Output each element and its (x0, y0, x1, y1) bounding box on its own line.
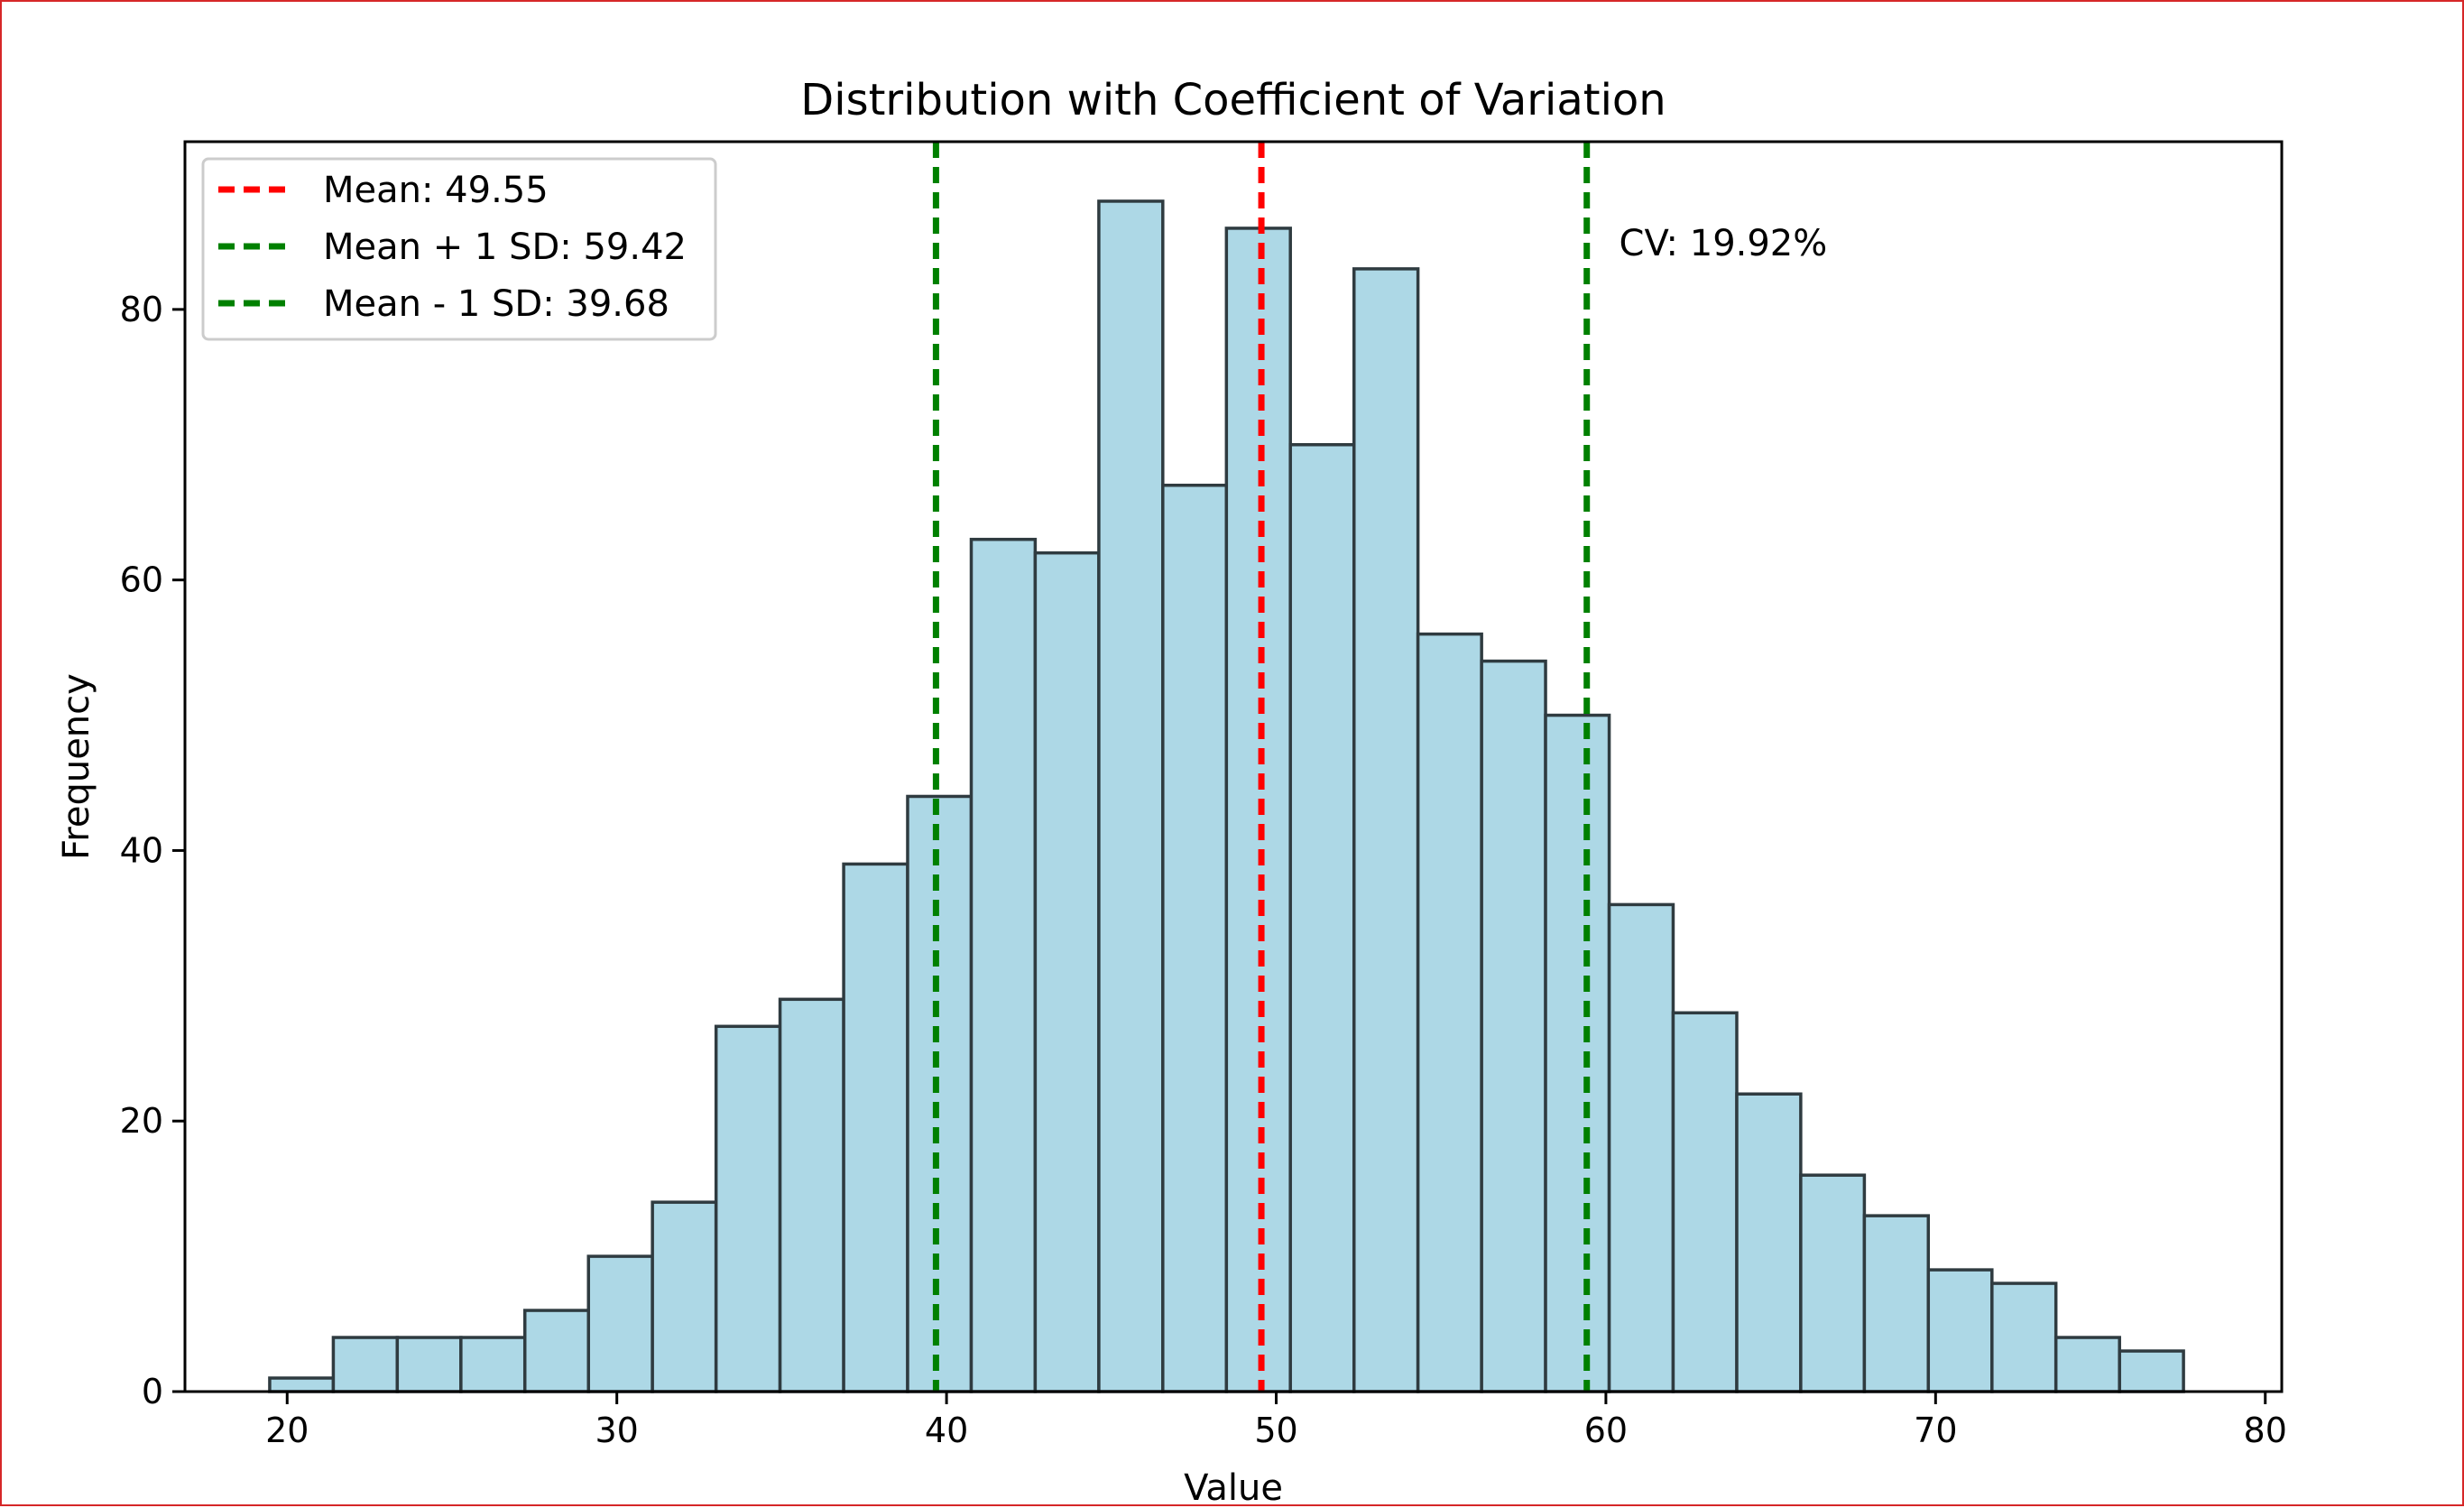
y-tick-label: 0 (142, 1372, 163, 1411)
histogram-bar (522, 1309, 591, 1393)
x-tick-label: 40 (925, 1411, 968, 1450)
histogram-bar (969, 537, 1038, 1393)
x-tick-label: 70 (1914, 1411, 1957, 1450)
y-tick-label: 20 (120, 1101, 163, 1141)
histogram-bar (2118, 1349, 2185, 1393)
histogram-bar (778, 997, 845, 1393)
y-axis-ticks: 0 20 40 60 80 (120, 290, 185, 1411)
x-axis-label: Value (1184, 1467, 1283, 1508)
legend-mean-plus-sd-label: Mean + 1 SD: 59.42 (323, 227, 687, 268)
reference-lines (932, 142, 1591, 1392)
y-axis-label: Frequency (56, 673, 97, 860)
x-tick-label: 60 (1584, 1411, 1628, 1450)
histogram-bar (842, 862, 909, 1393)
histogram-bar (906, 794, 974, 1393)
histogram-bar (395, 1336, 463, 1393)
x-tick-label: 80 (2244, 1411, 2287, 1450)
legend-mean-label: Mean: 49.55 (323, 170, 549, 211)
y-tick-label: 80 (120, 290, 163, 329)
histogram-bar (1161, 483, 1229, 1393)
plot-frame (183, 140, 2284, 1393)
histogram-bar (651, 1200, 718, 1393)
x-tick-label: 30 (595, 1411, 639, 1450)
histogram-bar (268, 1376, 336, 1393)
histogram-bars (268, 199, 2185, 1393)
histogram-bar (1033, 550, 1101, 1393)
histogram-bar (1097, 199, 1165, 1393)
y-tick-label: 60 (120, 560, 163, 600)
histogram-bar (1799, 1173, 1867, 1393)
histogram-bar (1990, 1281, 2058, 1393)
legend-box (201, 157, 717, 341)
histogram-bar (586, 1254, 654, 1393)
x-axis-ticks: 20 30 40 50 60 70 80 (265, 1392, 2287, 1450)
histogram-bar (1480, 659, 1547, 1393)
histogram-bar (331, 1336, 400, 1393)
chart-title: Distribution with Coefficient of Variati… (800, 75, 1666, 125)
y-tick-label: 40 (120, 830, 163, 870)
histogram-bar (1926, 1268, 1994, 1393)
x-tick-label: 20 (265, 1411, 309, 1450)
cv-annotation: CV: 19.92% (1620, 223, 1828, 264)
histogram-bar (1352, 267, 1420, 1393)
annotations: CV: 19.92% (1620, 223, 1828, 264)
histogram-bar (1735, 1092, 1803, 1393)
histogram-bar (1671, 1011, 1739, 1393)
histogram-bar (1416, 632, 1483, 1393)
histogram-bar (1544, 713, 1611, 1393)
histogram-bar (459, 1336, 527, 1393)
histogram-bar (1862, 1214, 1931, 1393)
legend-mean-minus-sd-label: Mean - 1 SD: 39.68 (323, 283, 669, 325)
histogram-bar (714, 1024, 782, 1393)
legend: Mean: 49.55 Mean + 1 SD: 59.42 Mean - 1 … (201, 157, 717, 341)
x-tick-label: 50 (1254, 1411, 1297, 1450)
histogram-bar (1607, 902, 1675, 1393)
histogram-bar (1288, 443, 1356, 1393)
histogram-bar (2053, 1336, 2121, 1393)
